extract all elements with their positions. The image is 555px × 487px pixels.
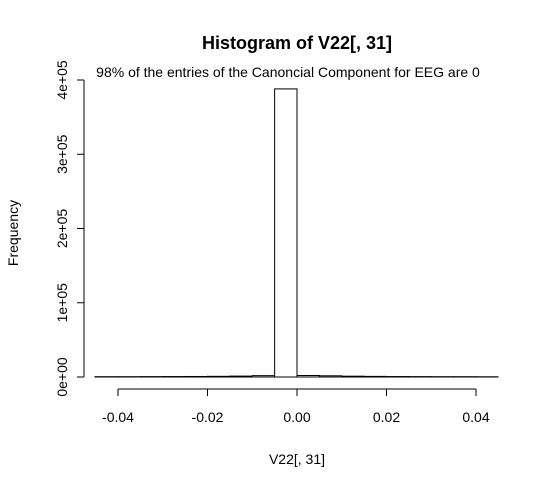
histogram-bar <box>296 375 320 378</box>
histogram-bar <box>251 375 276 378</box>
y-tick-label: 0e+00 <box>54 357 70 397</box>
y-axis-label: Frequency <box>5 200 21 266</box>
histogram-bars <box>94 88 499 378</box>
x-tick-label: -0.02 <box>192 409 224 425</box>
x-axis: -0.04 -0.02 0.00 0.02 0.04 <box>102 388 490 425</box>
y-tick-label: 4e+05 <box>54 60 70 100</box>
chart-title: Histogram of V22[, 31] <box>202 33 392 53</box>
x-tick-label: 0.02 <box>373 409 400 425</box>
y-tick-label: 1e+05 <box>54 283 70 323</box>
x-tick-label: 0.04 <box>462 409 489 425</box>
histogram-bar <box>229 375 253 378</box>
histogram-bar <box>207 375 231 378</box>
x-tick-label: -0.04 <box>102 409 134 425</box>
histogram-bar <box>184 375 208 378</box>
chart-subtitle: 98% of the entries of the Canoncial Comp… <box>96 64 480 80</box>
histogram-bar <box>363 375 387 378</box>
x-axis-label: V22[, 31] <box>269 451 325 467</box>
histogram-bar <box>274 88 298 378</box>
histogram-bar <box>341 375 365 378</box>
y-tick-label: 3e+05 <box>54 134 70 174</box>
histogram-bar <box>318 375 343 378</box>
y-axis: 0e+00 1e+05 2e+05 3e+05 4e+05 <box>54 60 85 397</box>
y-tick-label: 2e+05 <box>54 209 70 249</box>
x-tick-label: 0.00 <box>283 409 310 425</box>
